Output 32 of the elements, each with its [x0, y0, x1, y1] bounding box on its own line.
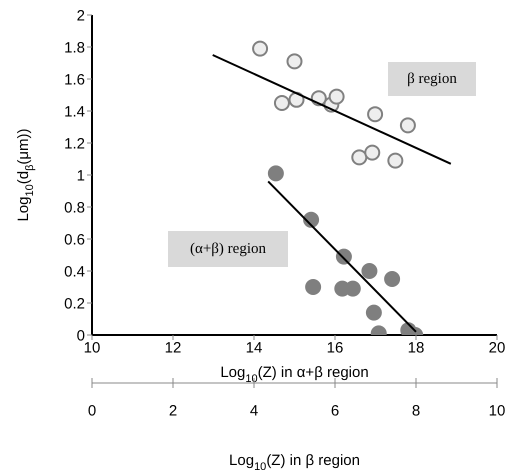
point: [366, 304, 382, 321]
y-tick-label: 1.4: [64, 103, 85, 120]
x2-tick-label: 0: [88, 402, 96, 420]
point: [268, 165, 284, 182]
x-axis-title: Log$_{10}$(Z) in α+β region: [220, 364, 369, 385]
y-tick-label: 0.2: [64, 295, 85, 312]
y-tick-label: 1.8: [64, 39, 85, 56]
y-tick-label: 1.6: [64, 71, 85, 88]
annotation: (α+β) region: [168, 231, 288, 267]
x2-tick-label: 8: [412, 402, 420, 420]
y-tick-label: 2: [76, 7, 85, 24]
x-tick-label: 12: [164, 340, 182, 357]
point: [361, 263, 378, 279]
annotation: β region: [388, 62, 476, 96]
x2-tick-label: 10: [488, 402, 506, 420]
y-tick-label: 1.2: [64, 135, 85, 152]
x-tick-label: 10: [84, 340, 100, 357]
y-tick-label: 0: [76, 327, 85, 344]
x2-tick-label: 2: [168, 402, 178, 420]
x-tick-label: 18: [408, 340, 424, 357]
y-tick-label: 1: [76, 167, 85, 184]
x-tick-label: 16: [326, 340, 344, 357]
x2-axis-title: Log$_{10}$(Z) in β region: [229, 452, 360, 470]
x2-tick-label: 4: [250, 402, 258, 420]
x-tick-label: 20: [488, 340, 506, 357]
y-tick-label: 0.6: [64, 231, 85, 248]
y-tick-label: 0.8: [64, 199, 85, 216]
x-tick-label: 14: [246, 340, 262, 357]
x2-tick-label: 6: [330, 402, 340, 420]
point: [305, 279, 322, 295]
y-tick-label: 0.4: [64, 263, 85, 280]
point: [384, 271, 400, 287]
